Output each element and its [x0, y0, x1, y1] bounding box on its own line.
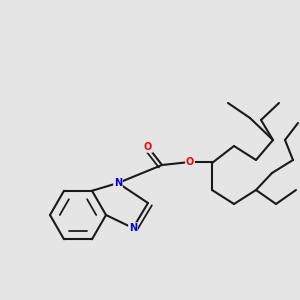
- Text: N: N: [129, 223, 137, 233]
- Text: O: O: [144, 142, 152, 152]
- Text: N: N: [114, 178, 122, 188]
- Text: O: O: [186, 157, 194, 167]
